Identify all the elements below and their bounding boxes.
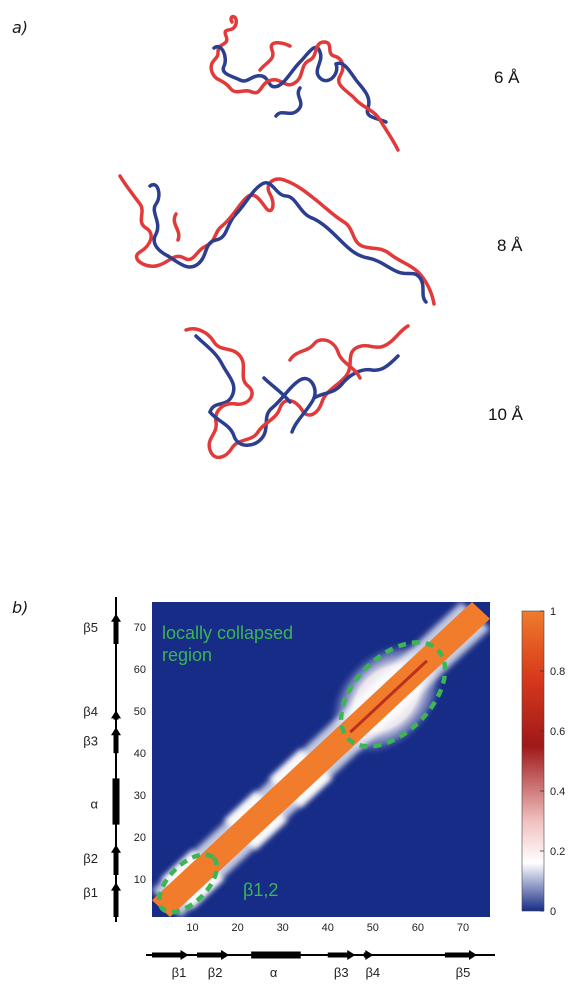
colorbar-tick-label: 0.8: [550, 666, 565, 678]
y-strand-body-β1: [113, 889, 119, 917]
y-ss-label-β1: β1: [83, 885, 98, 900]
colorbar: [521, 610, 545, 912]
y-ss-label-β3: β3: [83, 734, 98, 749]
x-strand-body-β2: [197, 952, 223, 958]
x-ss-label-β3: β3: [334, 965, 349, 980]
annotation-ellipse-1: [157, 852, 220, 915]
y-strand-body-β5: [113, 620, 119, 644]
y-tick-label: 50: [134, 706, 146, 718]
y-strand-arrow-β3: [111, 727, 121, 736]
y-strand-body-β2: [113, 851, 119, 875]
protein-structures: [118, 14, 436, 460]
y-helix-α: [112, 778, 120, 825]
x-strand-arrow-β3: [347, 950, 356, 960]
x-tick-label: 20: [232, 922, 244, 934]
y-tick-label: 60: [134, 664, 146, 676]
structure-6A: [209, 14, 400, 152]
resolution-label-10: 10 Å: [488, 405, 523, 424]
y-tick-label: 70: [134, 622, 146, 634]
y-strand-body-β3: [113, 734, 119, 754]
x-tick-label: 50: [367, 922, 379, 934]
y-strand-body-β4: [113, 717, 119, 720]
colorbar-tick-label: 0.2: [550, 846, 565, 858]
x-tick-label: 70: [457, 922, 469, 934]
colorbar-tick-label: 0.6: [550, 726, 565, 738]
x-ss-label-β1: β1: [172, 965, 187, 980]
x-ss-label-β4: β4: [365, 965, 380, 980]
structure-8A: [118, 174, 436, 306]
y-ss-label-β4: β4: [83, 704, 98, 719]
resolution-label-8: 8 Å: [497, 236, 523, 255]
x-tick-label: 60: [412, 922, 424, 934]
y-ss-label-β5: β5: [83, 620, 98, 635]
y-tick-label: 20: [134, 832, 146, 844]
y-tick-label: 10: [134, 874, 146, 886]
y-ss-label-α: α: [90, 797, 98, 812]
x-tick-label: 10: [186, 922, 198, 934]
x-strand-body-β3: [327, 952, 349, 958]
annotation-locally-collapsed: locally collapsed: [162, 623, 293, 643]
x-strand-body-β5: [444, 952, 470, 958]
x-ss-label-β5: β5: [456, 965, 471, 980]
y-tick-label: 40: [134, 748, 146, 760]
diagonal-core-dark: [349, 659, 428, 734]
x-ss-label-β2: β2: [208, 965, 223, 980]
annotation-region: region: [162, 645, 212, 665]
x-strand-body-β4: [363, 952, 367, 958]
x-strand-arrow-β2: [221, 950, 230, 960]
resolution-label-6: 6 Å: [494, 68, 520, 87]
annotation-beta12: β1,2: [243, 880, 278, 900]
x-tick-label: 40: [322, 922, 334, 934]
colorbar-tick-label: 0.4: [550, 786, 565, 798]
panel-a-label: a): [12, 18, 29, 37]
x-strand-body-β1: [152, 952, 182, 958]
x-helix-α: [251, 951, 301, 959]
y-strand-arrow-β2: [111, 844, 121, 853]
y-strand-arrow-β1: [111, 882, 121, 891]
y-tick-label: 30: [134, 790, 146, 802]
y-strand-arrow-β5: [111, 613, 121, 622]
x-strand-arrow-β1: [180, 950, 189, 960]
panel-b-label: b): [12, 598, 29, 617]
x-strand-arrow-β5: [468, 950, 477, 960]
colorbar-tick-label: 1: [550, 606, 556, 618]
x-strand-arrow-β4: [365, 950, 374, 960]
y-ss-label-β2: β2: [83, 851, 98, 866]
x-tick-label: 30: [277, 922, 289, 934]
structure-10A: [184, 324, 410, 460]
colorbar-tick-label: 0: [550, 906, 556, 918]
y-strand-arrow-β4: [111, 710, 121, 719]
x-ss-label-α: α: [270, 965, 278, 980]
